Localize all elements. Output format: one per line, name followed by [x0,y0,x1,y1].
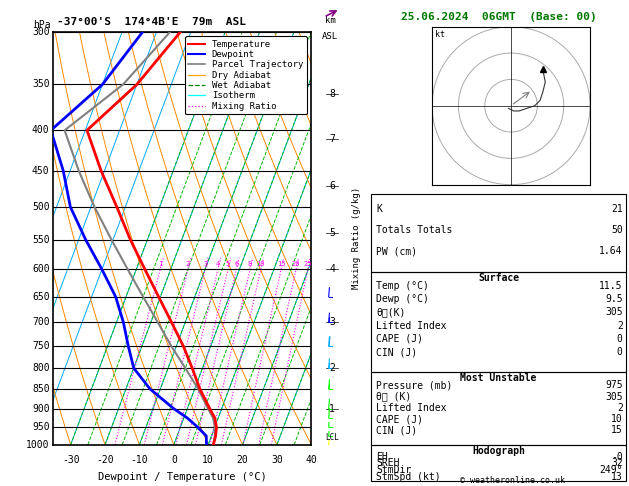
Text: kt: kt [435,30,445,39]
Text: LCL: LCL [325,433,339,442]
Text: 10: 10 [611,414,623,424]
Text: 249°: 249° [599,465,623,475]
Text: 400: 400 [32,125,50,135]
Text: 450: 450 [32,166,50,176]
Text: 5: 5 [329,228,335,238]
Legend: Temperature, Dewpoint, Parcel Trajectory, Dry Adiabat, Wet Adiabat, Isotherm, Mi: Temperature, Dewpoint, Parcel Trajectory… [185,36,307,114]
Text: 350: 350 [32,80,50,89]
Text: θᴀ (K): θᴀ (K) [376,392,411,401]
Text: 1.64: 1.64 [599,246,623,256]
Text: 8: 8 [329,89,335,99]
Text: 3: 3 [329,317,335,327]
Text: 13: 13 [611,472,623,482]
Text: 0: 0 [617,347,623,357]
Text: 900: 900 [32,403,50,414]
Text: 975: 975 [605,381,623,390]
Text: 25: 25 [304,261,312,267]
Text: 4: 4 [329,264,335,275]
Text: Surface: Surface [478,273,519,283]
Text: 7: 7 [329,134,335,144]
Text: Most Unstable: Most Unstable [460,373,537,382]
Text: 300: 300 [32,27,50,36]
Text: -20: -20 [96,455,114,465]
Text: 2: 2 [617,321,623,330]
Text: Totals Totals: Totals Totals [376,225,452,235]
Text: StmSpd (kt): StmSpd (kt) [376,472,441,482]
Text: Lifted Index: Lifted Index [376,321,447,330]
Text: 9.5: 9.5 [605,294,623,304]
Text: Pressure (mb): Pressure (mb) [376,381,452,390]
Text: 25.06.2024  06GMT  (Base: 00): 25.06.2024 06GMT (Base: 00) [401,12,596,22]
Text: 5: 5 [226,261,230,267]
Text: K: K [376,204,382,214]
Text: Dewpoint / Temperature (°C): Dewpoint / Temperature (°C) [98,471,267,482]
Text: 8: 8 [248,261,252,267]
Text: 30: 30 [271,455,283,465]
Text: -0: -0 [611,452,623,462]
Text: Mixing Ratio (g/kg): Mixing Ratio (g/kg) [352,187,361,289]
Text: 800: 800 [32,363,50,373]
Text: PW (cm): PW (cm) [376,246,417,256]
Text: hPa: hPa [33,19,50,30]
Text: 2: 2 [186,261,190,267]
Text: 2: 2 [617,403,623,413]
Text: 550: 550 [32,235,50,244]
Text: 650: 650 [32,292,50,302]
Text: 700: 700 [32,317,50,327]
Text: CIN (J): CIN (J) [376,425,417,435]
Text: CAPE (J): CAPE (J) [376,414,423,424]
Text: 0: 0 [617,334,623,344]
Text: SREH: SREH [376,458,399,469]
Text: 2: 2 [329,363,335,373]
Text: -30: -30 [62,455,79,465]
Text: 15: 15 [611,425,623,435]
Text: 21: 21 [611,204,623,214]
Text: CAPE (J): CAPE (J) [376,334,423,344]
Text: -10: -10 [131,455,148,465]
Text: 15: 15 [277,261,286,267]
Text: Hodograph: Hodograph [472,446,525,455]
Text: 20: 20 [237,455,248,465]
Text: 50: 50 [611,225,623,235]
Text: EH: EH [376,452,388,462]
Text: 305: 305 [605,307,623,317]
Text: 950: 950 [32,422,50,432]
Text: Temp (°C): Temp (°C) [376,281,429,291]
Text: 11.5: 11.5 [599,281,623,291]
Text: 6: 6 [235,261,238,267]
Text: 10: 10 [203,455,214,465]
Text: 32: 32 [611,458,623,469]
Text: Dewp (°C): Dewp (°C) [376,294,429,304]
Text: 6: 6 [329,181,335,191]
Text: km: km [325,17,335,25]
Text: CIN (J): CIN (J) [376,347,417,357]
Text: 305: 305 [605,392,623,401]
Text: 850: 850 [32,384,50,394]
Text: 750: 750 [32,341,50,351]
Text: 1: 1 [329,403,335,414]
Text: 500: 500 [32,202,50,212]
Text: StmDir: StmDir [376,465,411,475]
Text: 0: 0 [171,455,177,465]
Text: -37°00'S  174°4B'E  79m  ASL: -37°00'S 174°4B'E 79m ASL [57,17,246,27]
Text: ASL: ASL [322,32,338,41]
Text: 40: 40 [306,455,317,465]
Text: θᴀ(K): θᴀ(K) [376,307,406,317]
Text: 10: 10 [257,261,265,267]
Text: © weatheronline.co.uk: © weatheronline.co.uk [460,476,565,485]
Text: 20: 20 [292,261,300,267]
Text: Lifted Index: Lifted Index [376,403,447,413]
Text: 600: 600 [32,264,50,275]
Text: 1: 1 [158,261,162,267]
Text: 4: 4 [216,261,220,267]
Text: 1000: 1000 [26,440,50,450]
Text: 3: 3 [203,261,208,267]
